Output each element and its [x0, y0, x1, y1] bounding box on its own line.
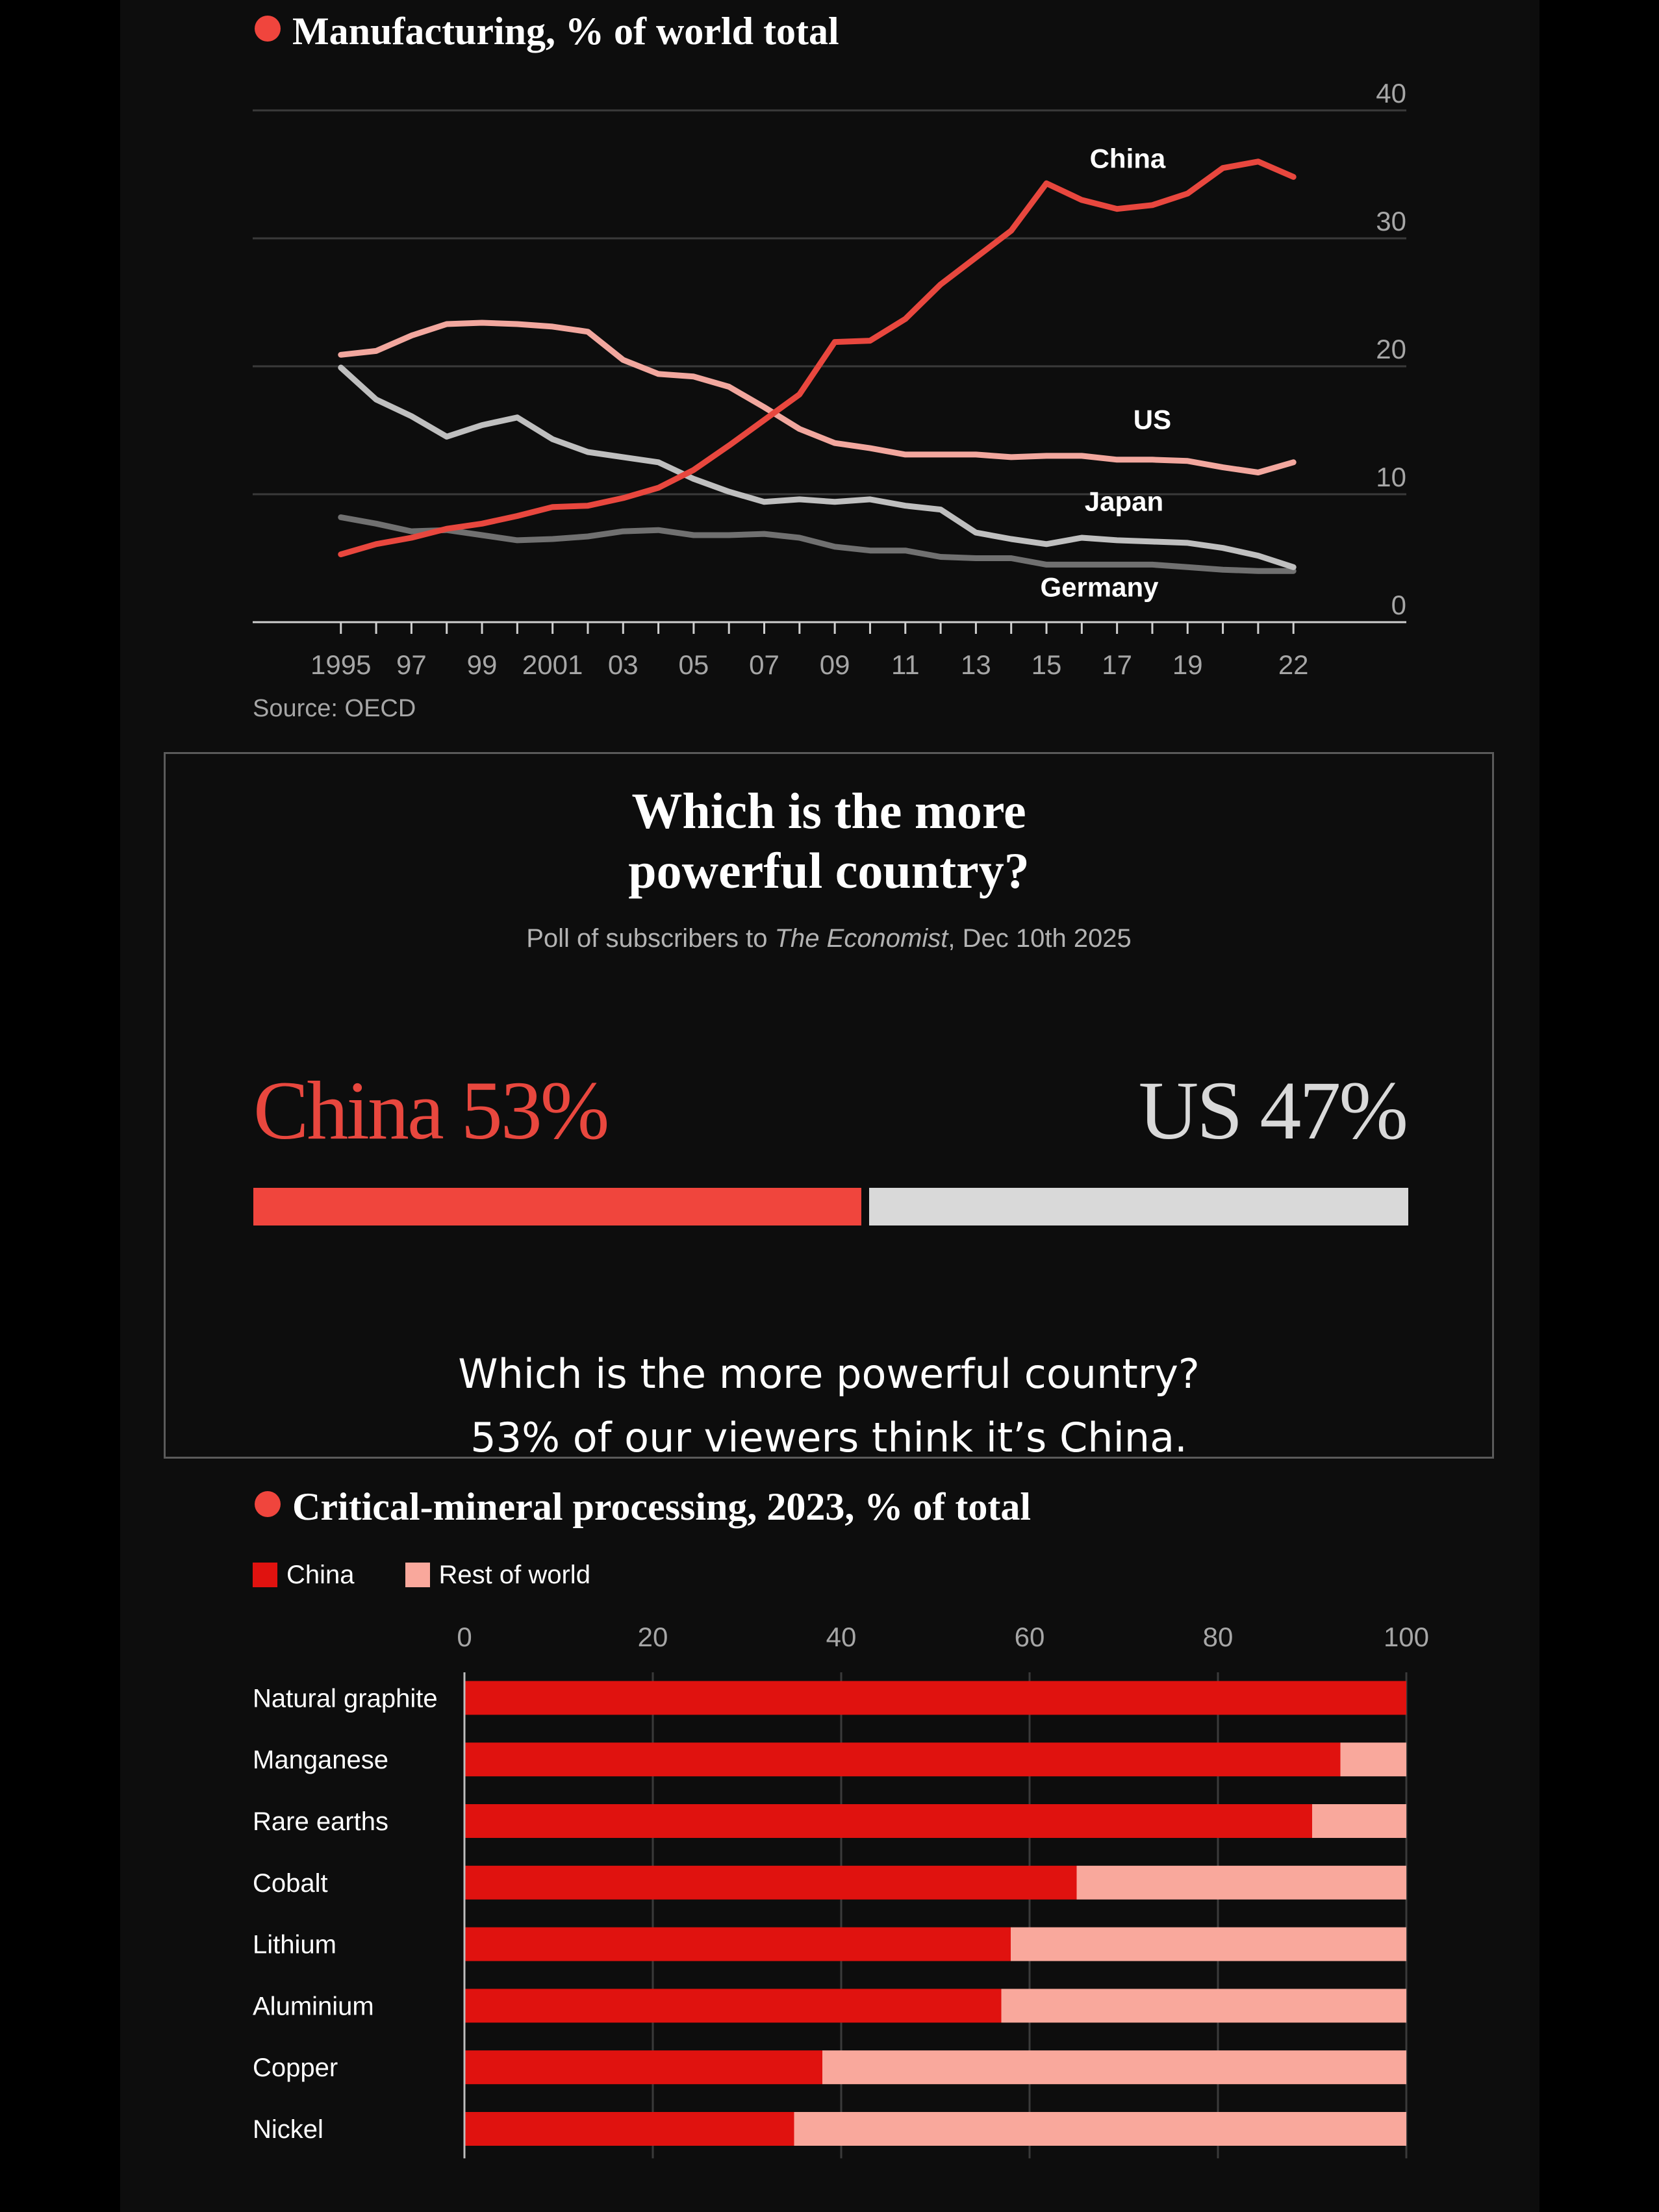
category-label: Copper [253, 2054, 338, 2082]
video-caption-line2: 53% of our viewers think it’s China. [470, 1414, 1187, 1461]
x-tick-label: 09 [820, 649, 850, 680]
red-dot-icon [255, 1491, 281, 1517]
manufacturing-source: Source: OECD [253, 695, 416, 722]
minerals-bar-chart: 0 20 40 60 80 100 Natural graphite Manganese Rar… [253, 1622, 1429, 2159]
series-line-us [338, 320, 1297, 475]
series-line-china [338, 158, 1297, 558]
legend-label-rest: Rest of world [438, 1560, 590, 1589]
manufacturing-line-chart: 0 10 20 30 40 1995 97 99 2001 03 05 07 09 11 13 15 17 19 2… [253, 78, 1406, 680]
video-caption-line1: Which is the more powerful country? [458, 1350, 1200, 1398]
category-label: Aluminium [253, 1992, 374, 2020]
y-tick-label: 10 [1376, 462, 1406, 492]
bar-rest-of-world [1312, 1804, 1406, 1838]
x-tick-label: 11 [891, 649, 920, 680]
poll-sub-prefix: Poll of subscribers to [526, 924, 775, 953]
x-tick-label: 2001 [522, 649, 583, 680]
category-label: Rare earths [253, 1807, 388, 1836]
series-label-germany: Germany [1040, 572, 1159, 603]
bar-china [464, 2050, 822, 2085]
series-label-china: China [1090, 144, 1166, 174]
x-tick-label: 97 [396, 649, 427, 680]
bar-china [464, 1927, 1011, 1961]
bar-rest-of-world [1011, 1927, 1406, 1961]
x-tick-label: 13 [961, 649, 991, 680]
legend-label-china: China [286, 1560, 355, 1589]
poll-sub-suffix: , Dec 10th 2025 [948, 924, 1132, 953]
bar-china [464, 1742, 1341, 1777]
x-tick-label: 20 [638, 1622, 668, 1652]
series-line-germany [338, 514, 1297, 574]
poll-card: Which is the more powerful country? Poll… [164, 752, 1494, 1459]
x-tick-label: 15 [1032, 649, 1062, 680]
poll-heading: Which is the more powerful country? [166, 781, 1492, 901]
x-tick-label: 60 [1015, 1622, 1045, 1652]
x-tick-label: 03 [608, 649, 639, 680]
poll-us-result: US 47% [1138, 1064, 1408, 1157]
series-label-japan: Japan [1085, 486, 1163, 517]
poll-china-result: China 53% [253, 1064, 609, 1157]
bar-china [464, 2112, 794, 2146]
y-tick-label: 20 [1376, 334, 1406, 364]
bar-rest-of-world [1340, 1742, 1406, 1777]
x-tick-label: 1995 [310, 649, 371, 680]
x-tick-label: 99 [467, 649, 498, 680]
poll-bar-china [253, 1188, 861, 1225]
category-label: Lithium [253, 1931, 336, 1959]
x-tick-label: 19 [1172, 649, 1203, 680]
legend-swatch-china [253, 1563, 277, 1587]
x-tick-label: 100 [1384, 1622, 1429, 1652]
category-label: Nickel [253, 2115, 323, 2144]
poll-heading-line1: Which is the more [631, 783, 1026, 839]
x-tick-label: 17 [1102, 649, 1132, 680]
poll-heading-line2: powerful country? [628, 842, 1030, 899]
legend-item-rest: Rest of world [405, 1561, 590, 1590]
poll-bar-us [868, 1188, 1408, 1225]
x-tick-label: 07 [749, 649, 779, 680]
x-tick-label: 40 [826, 1622, 857, 1652]
category-label: Manganese [253, 1746, 388, 1774]
series-line-japan [338, 364, 1297, 570]
bar-rest-of-world [1001, 1989, 1406, 2023]
y-tick-label: 0 [1391, 590, 1406, 620]
y-tick-label: 40 [1376, 78, 1406, 108]
bar-rest-of-world [822, 2050, 1406, 2085]
category-label: Cobalt [253, 1869, 328, 1898]
minerals-legend: China Rest of world [253, 1559, 641, 1591]
x-tick-label: 05 [679, 649, 709, 680]
bar-china [464, 1989, 1002, 2023]
manufacturing-chart-title: Manufacturing, % of world total [255, 12, 839, 51]
bar-rest-of-world [794, 2112, 1406, 2146]
bar-rest-of-world [1076, 1865, 1406, 1900]
x-tick-label: 80 [1203, 1622, 1234, 1652]
series-label-us: US [1133, 405, 1171, 435]
minerals-chart-title: Critical-mineral processing, 2023, % of … [255, 1487, 1031, 1526]
legend-swatch-rest [405, 1563, 430, 1587]
x-tick-label: 22 [1278, 649, 1309, 680]
bar-china [464, 1865, 1077, 1900]
x-tick-label: 0 [457, 1622, 472, 1652]
poll-share-bar [253, 1188, 1408, 1225]
legend-item-china: China [253, 1561, 355, 1590]
category-label: Natural graphite [253, 1684, 438, 1713]
y-tick-label: 30 [1376, 206, 1406, 236]
poll-sub-publication: The Economist [774, 924, 948, 953]
poll-subtitle: Poll of subscribers to The Economist, De… [166, 924, 1492, 953]
bar-china [464, 1681, 1406, 1715]
red-dot-icon [255, 16, 281, 42]
bar-china [464, 1804, 1312, 1838]
